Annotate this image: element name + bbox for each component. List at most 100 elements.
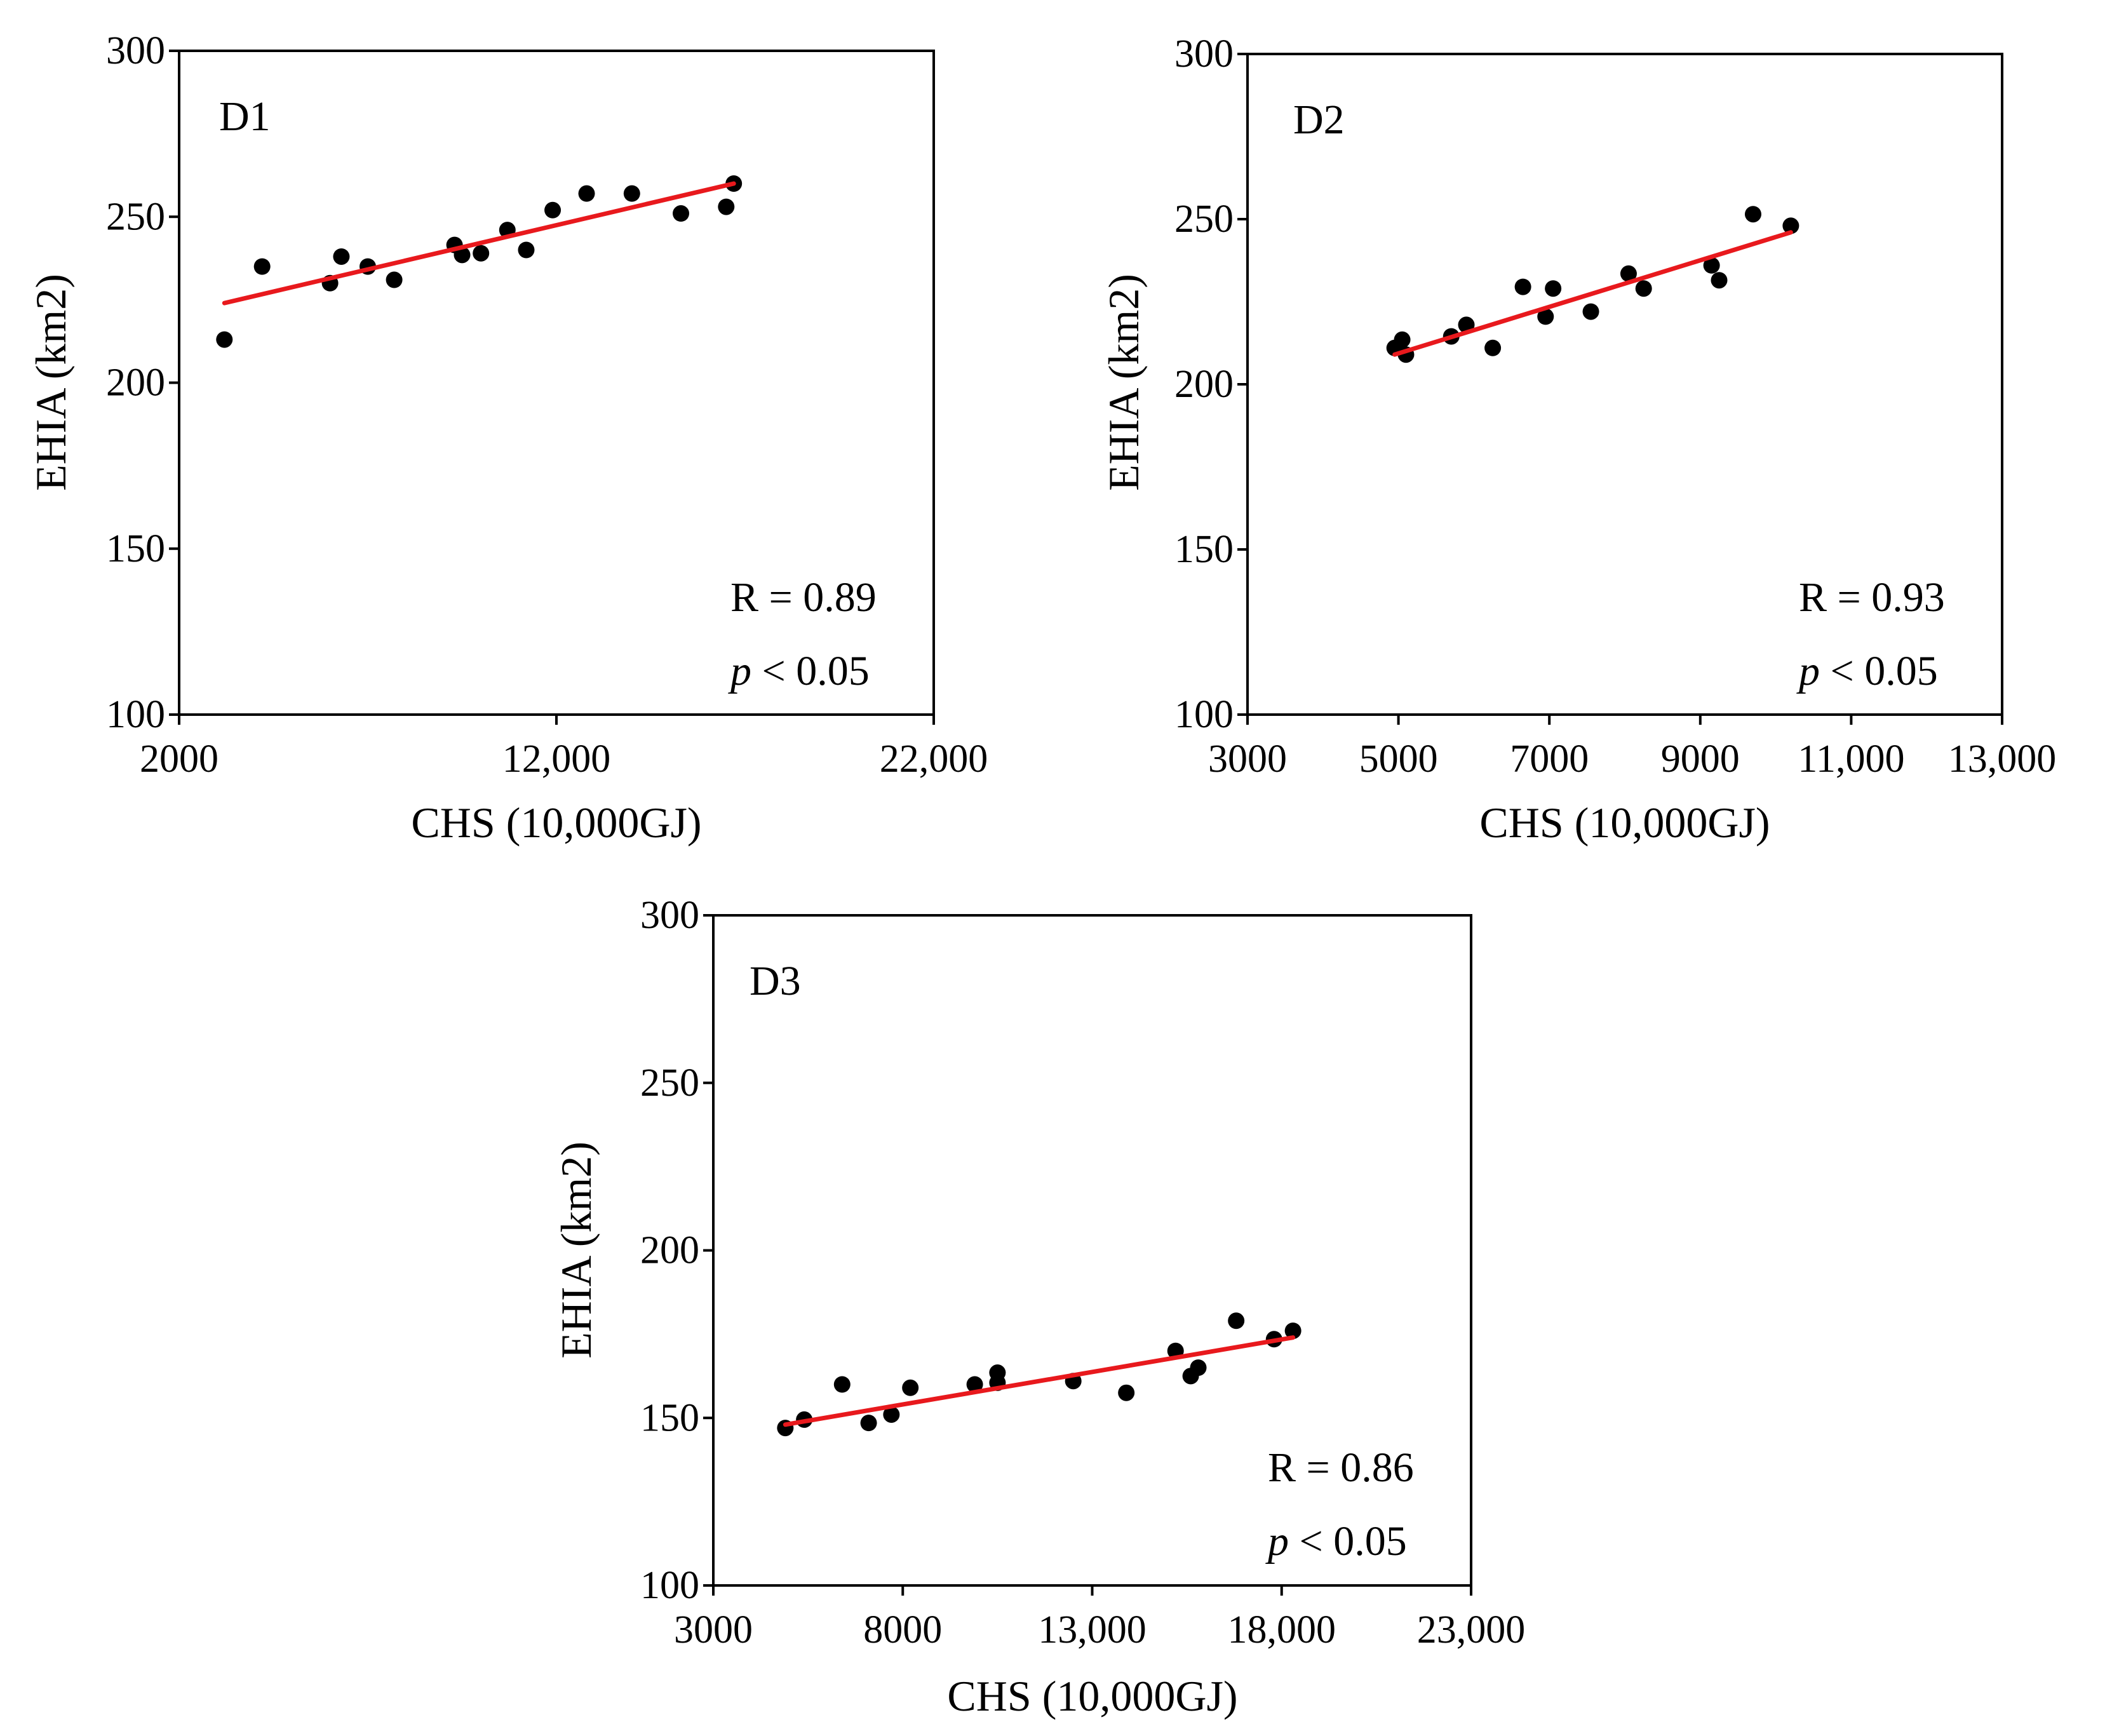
d3-data-point (902, 1379, 919, 1396)
d1-y-tick-label: 150 (106, 527, 165, 570)
d1-y-axis-label: EHIA (km2) (27, 274, 75, 491)
d1-x-tick-label: 12,000 (502, 737, 611, 781)
d2-y-tick-label: 200 (1174, 363, 1234, 406)
d3-y-tick-label: 200 (640, 1229, 699, 1272)
d3-r-value: R = 0.86 (1268, 1444, 1414, 1491)
d2-x-tick-label: 13,000 (1948, 737, 2057, 781)
d2-data-point (1711, 272, 1728, 289)
d1-r-value: R = 0.89 (730, 574, 877, 621)
d3-data-point (966, 1376, 983, 1393)
d1-data-point (623, 185, 640, 202)
d1-p-threshold: < 0.05 (751, 648, 870, 694)
d1-data-point (578, 185, 595, 202)
d1-fit-line (222, 181, 736, 306)
d2-p-symbol: p (1796, 648, 1820, 694)
d3-data-point (860, 1415, 877, 1432)
d1-data-point (386, 271, 403, 288)
d3-fit-line (783, 1335, 1296, 1427)
d2-x-axis-label: CHS (10,000GJ) (1479, 798, 1770, 847)
d2-p-value: p < 0.05 (1796, 648, 1938, 694)
d2-fit-line (1392, 230, 1793, 357)
d3-y-axis-label: EHIA (km2) (552, 1141, 600, 1359)
d1-y-tick-label: 250 (106, 195, 165, 238)
d2-data-point (1635, 280, 1652, 297)
d3-y-tick-label: 150 (640, 1396, 699, 1439)
d2-data-point (1484, 339, 1502, 356)
d2-data-point (1703, 257, 1720, 274)
d3-data-point (989, 1364, 1006, 1382)
d1-data-point (544, 201, 562, 219)
d2-y-tick-label: 300 (1174, 32, 1234, 76)
d2-x-ticks: 3000 5000 7000 9000 11,000 13,000 (1208, 715, 2056, 781)
d2-y-tick-label: 250 (1174, 198, 1234, 241)
d3-x-tick-label: 23,000 (1417, 1608, 1526, 1652)
d1-x-tick-label: 22,000 (880, 737, 988, 781)
d1-data-point (253, 258, 271, 275)
d2-r-value: R = 0.93 (1799, 574, 1945, 621)
d1-data-point (333, 248, 350, 265)
d2-x-tick-label: 7000 (1510, 737, 1589, 781)
d3-panel-label: D3 (750, 958, 801, 1004)
d1-data-point (673, 205, 690, 222)
d1-y-tick-label: 300 (106, 29, 165, 72)
d3-x-tick-label: 13,000 (1038, 1608, 1147, 1652)
d3-data-point (833, 1376, 851, 1393)
d1-x-axis-label: CHS (10,000GJ) (411, 798, 701, 847)
d3-x-ticks: 3000 8000 13,000 18,000 23,000 (674, 1585, 1525, 1652)
d2-x-tick-label: 11,000 (1798, 737, 1904, 781)
d3-p-threshold: < 0.05 (1289, 1518, 1407, 1564)
d3-x-tick-label: 18,000 (1228, 1608, 1336, 1652)
d2-x-tick-label: 9000 (1661, 737, 1740, 781)
d3-y-tick-label: 100 (640, 1564, 699, 1607)
panel-d1: 2000 12,000 22,000 100 150 200 250 300 D1 R = … (27, 29, 988, 847)
d2-x-tick-label: 5000 (1359, 737, 1438, 781)
d1-y-tick-label: 100 (106, 693, 165, 736)
d2-data-point (1514, 278, 1531, 295)
d2-x-tick-label: 3000 (1208, 737, 1287, 781)
d2-data-point (1782, 217, 1799, 234)
d1-x-tick-label: 2000 (140, 737, 219, 781)
d1-x-ticks: 2000 12,000 22,000 (140, 715, 988, 781)
d3-data-point (1118, 1384, 1135, 1401)
d2-data-marks (1386, 206, 1799, 363)
d2-data-point (1394, 331, 1411, 348)
d1-data-point (454, 246, 471, 264)
d2-data-point (1744, 206, 1761, 223)
panel-d3: 3000 8000 13,000 18,000 23,000 100 150 200 250 3… (552, 894, 1525, 1720)
d3-y-ticks: 100 150 200 250 300 (640, 894, 713, 1607)
d2-data-point (1537, 308, 1554, 325)
d3-x-tick-label: 8000 (863, 1608, 942, 1652)
d3-p-symbol: p (1265, 1518, 1289, 1564)
d2-data-point (1620, 265, 1637, 282)
d2-p-threshold: < 0.05 (1820, 648, 1938, 694)
d2-panel-label: D2 (1293, 97, 1345, 143)
d3-data-point (1228, 1312, 1245, 1329)
d1-data-point (718, 198, 735, 215)
d3-x-tick-label: 3000 (674, 1608, 753, 1652)
d3-y-tick-label: 250 (640, 1061, 699, 1105)
d2-y-tick-label: 100 (1174, 693, 1234, 736)
d1-y-ticks: 100 150 200 250 300 (106, 29, 179, 736)
d2-y-ticks: 100 150 200 250 300 (1174, 32, 1248, 736)
d2-data-point (1582, 303, 1599, 320)
d3-y-tick-label: 300 (640, 894, 699, 937)
d2-y-axis-label: EHIA (km2) (1100, 274, 1148, 491)
d1-panel-label: D1 (219, 93, 271, 140)
d1-p-symbol: p (728, 648, 751, 694)
d1-p-value: p < 0.05 (728, 648, 870, 694)
d3-data-point (1284, 1322, 1302, 1340)
d1-y-tick-label: 200 (106, 361, 165, 405)
d1-data-point (473, 245, 490, 262)
d1-data-point (216, 331, 233, 348)
d3-data-point (1190, 1359, 1207, 1376)
d3-data-point (883, 1406, 900, 1423)
d3-data-marks (777, 1312, 1302, 1437)
d2-y-tick-label: 150 (1174, 528, 1234, 571)
d1-data-marks (216, 175, 743, 348)
d2-data-point (1545, 280, 1562, 297)
d3-p-value: p < 0.05 (1265, 1518, 1407, 1564)
panel-d2: 3000 5000 7000 9000 11,000 13,000 100 150 200 25… (1100, 32, 2056, 847)
d3-x-axis-label: CHS (10,000GJ) (947, 1672, 1237, 1720)
d1-data-point (518, 241, 535, 259)
